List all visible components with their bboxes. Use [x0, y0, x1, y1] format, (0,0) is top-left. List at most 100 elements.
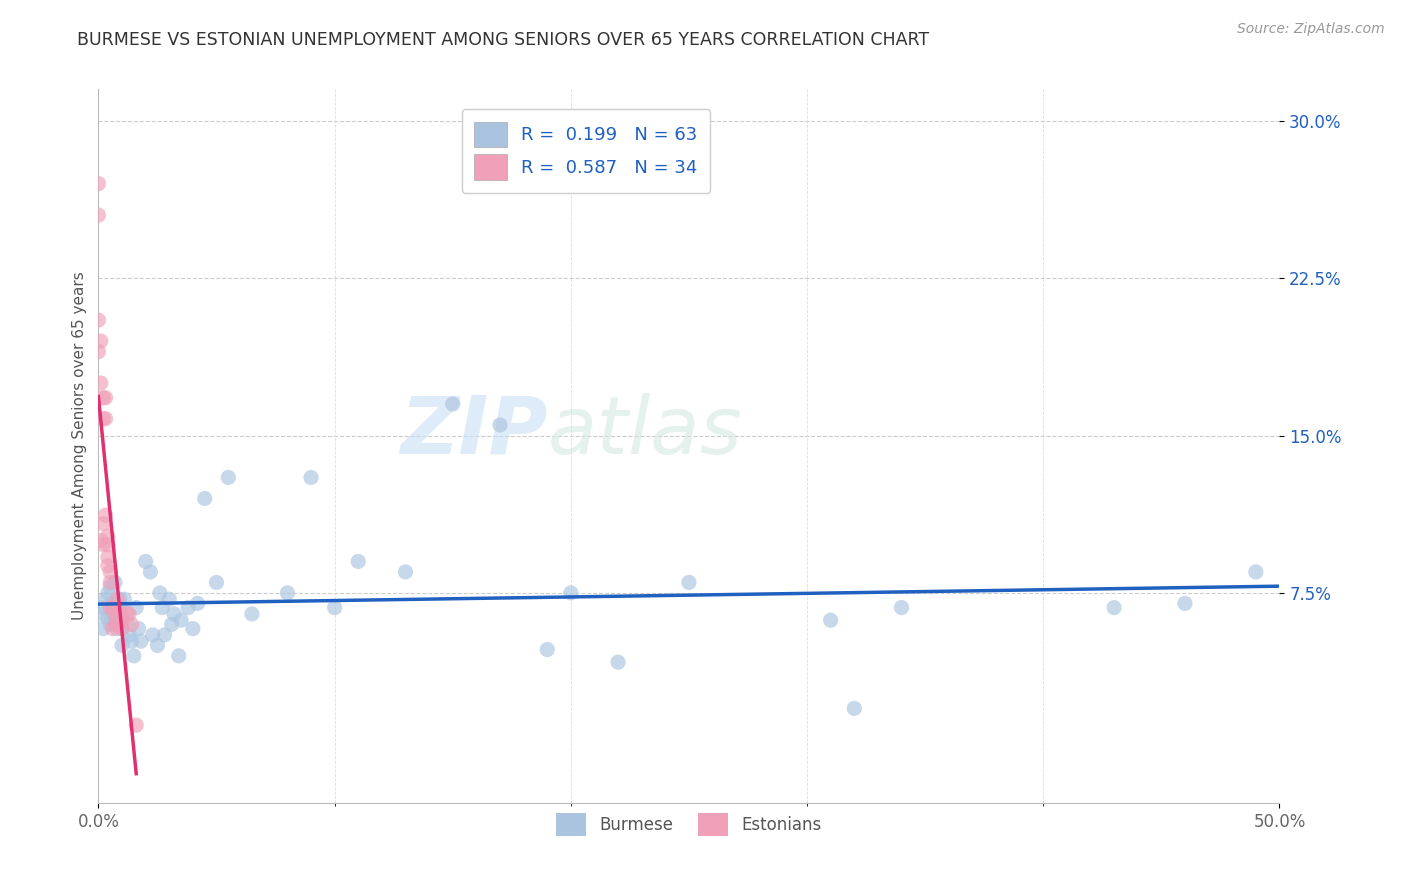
Point: [108, 592, 131, 607]
Point: [97, 550, 120, 565]
Point: [94, 411, 117, 425]
Point: [177, 600, 200, 615]
Point: [536, 642, 558, 657]
Point: [118, 607, 141, 621]
Point: [115, 613, 138, 627]
Point: [98, 600, 121, 615]
Point: [323, 600, 346, 615]
Point: [111, 622, 134, 636]
Point: [108, 617, 131, 632]
Point: [441, 397, 464, 411]
Point: [111, 600, 134, 615]
Point: [890, 600, 912, 615]
Point: [104, 617, 127, 632]
Text: ZIP: ZIP: [399, 392, 547, 471]
Point: [105, 600, 128, 615]
Point: [115, 607, 138, 621]
Point: [118, 628, 141, 642]
Legend: Burmese, Estonians: Burmese, Estonians: [548, 805, 830, 845]
Point: [394, 565, 416, 579]
Point: [150, 600, 173, 615]
Point: [607, 655, 630, 669]
Point: [90, 607, 112, 621]
Point: [146, 639, 169, 653]
Point: [90, 334, 112, 348]
Point: [94, 391, 117, 405]
Point: [104, 575, 127, 590]
Point: [139, 565, 162, 579]
Point: [170, 613, 193, 627]
Point: [157, 592, 180, 607]
Point: [101, 596, 124, 610]
Point: [104, 613, 127, 627]
Point: [97, 558, 120, 573]
Point: [111, 622, 134, 636]
Point: [125, 718, 148, 732]
Point: [97, 538, 120, 552]
Point: [844, 701, 866, 715]
Point: [105, 617, 128, 632]
Point: [160, 617, 183, 632]
Point: [299, 470, 322, 484]
Point: [87, 344, 110, 359]
Point: [240, 607, 263, 621]
Point: [135, 554, 157, 568]
Point: [101, 607, 124, 621]
Point: [560, 586, 582, 600]
Point: [98, 575, 121, 590]
Point: [91, 516, 114, 531]
Point: [181, 622, 204, 636]
Point: [217, 470, 239, 484]
Point: [276, 586, 298, 600]
Point: [104, 607, 127, 621]
Point: [87, 177, 110, 191]
Point: [153, 628, 176, 642]
Point: [489, 417, 512, 432]
Point: [1102, 600, 1125, 615]
Point: [91, 538, 114, 552]
Point: [678, 575, 700, 590]
Point: [121, 634, 143, 648]
Point: [1174, 596, 1197, 610]
Point: [98, 565, 121, 579]
Point: [90, 376, 112, 390]
Point: [111, 613, 134, 627]
Point: [142, 628, 165, 642]
Point: [87, 208, 110, 222]
Point: [121, 617, 143, 632]
Point: [97, 586, 120, 600]
Point: [94, 592, 117, 607]
Point: [122, 648, 145, 663]
Point: [347, 554, 370, 568]
Point: [101, 622, 124, 636]
Text: atlas: atlas: [547, 392, 742, 471]
Point: [187, 596, 209, 610]
Point: [105, 592, 128, 607]
Point: [194, 491, 217, 506]
Text: Source: ZipAtlas.com: Source: ZipAtlas.com: [1237, 22, 1385, 37]
Point: [129, 634, 152, 648]
Point: [94, 508, 117, 523]
Point: [91, 391, 114, 405]
Point: [112, 592, 135, 607]
Point: [1244, 565, 1267, 579]
Point: [91, 411, 114, 425]
Point: [97, 611, 120, 625]
Point: [87, 313, 110, 327]
Point: [98, 617, 121, 632]
Point: [90, 533, 112, 548]
Point: [108, 607, 131, 621]
Point: [111, 639, 134, 653]
Point: [128, 622, 150, 636]
Point: [205, 575, 228, 590]
Point: [101, 600, 124, 615]
Point: [91, 600, 114, 615]
Point: [91, 622, 114, 636]
Point: [167, 648, 190, 663]
Point: [97, 529, 120, 543]
Point: [105, 622, 128, 636]
Point: [163, 607, 186, 621]
Point: [149, 586, 172, 600]
Y-axis label: Unemployment Among Seniors over 65 years: Unemployment Among Seniors over 65 years: [72, 272, 87, 620]
Point: [820, 613, 842, 627]
